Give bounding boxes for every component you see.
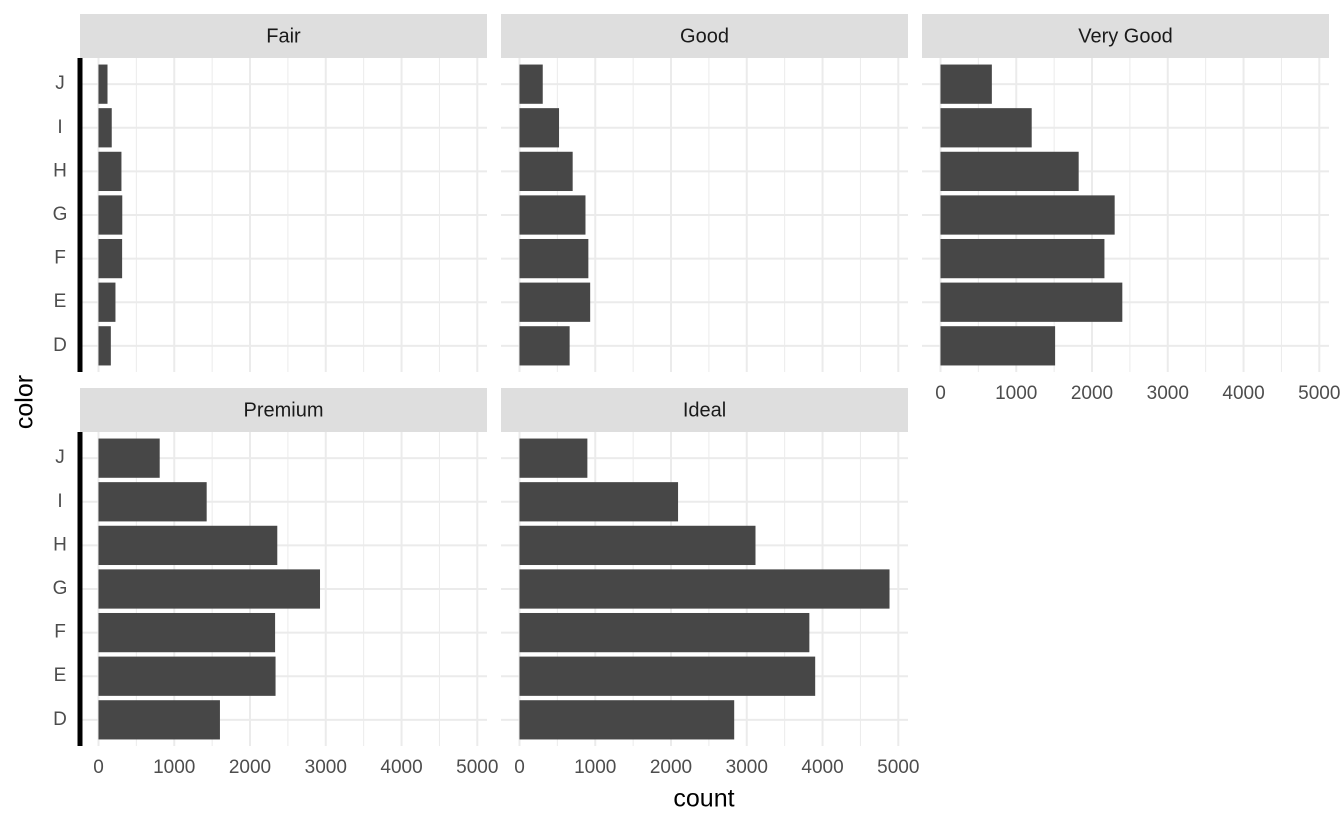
x-tick-label: 4000: [380, 757, 422, 778]
bar: [98, 195, 123, 235]
y-tick-label: I: [57, 491, 62, 512]
bar: [98, 656, 276, 696]
y-tick-label: F: [54, 622, 66, 643]
bar: [519, 108, 560, 148]
bar: [98, 326, 111, 366]
bar: [940, 282, 1123, 322]
y-tick-label: J: [55, 73, 65, 94]
bar: [519, 569, 890, 609]
bar: [98, 700, 220, 740]
bar: [940, 326, 1056, 366]
x-tick-label: 4000: [1222, 383, 1264, 404]
strip: [501, 388, 908, 432]
y-axis-title: color: [11, 375, 39, 429]
bar: [98, 438, 160, 478]
strip-label: Good: [680, 25, 729, 47]
strip: [80, 14, 487, 58]
x-tick-label: 0: [514, 757, 525, 778]
bar: [98, 108, 112, 148]
x-tick-label: 5000: [456, 757, 498, 778]
bar: [519, 700, 735, 740]
y-tick-label: I: [57, 117, 62, 138]
y-tick-label: H: [53, 160, 67, 181]
x-tick-label: 0: [935, 383, 946, 404]
y-tick-label: J: [55, 447, 65, 468]
bar: [98, 238, 123, 279]
x-tick-label: 4000: [801, 757, 843, 778]
bar: [98, 612, 276, 653]
bar: [940, 195, 1115, 235]
x-tick-label: 3000: [305, 757, 347, 778]
bar: [98, 64, 108, 104]
strip-label: Premium: [243, 399, 323, 421]
bar: [98, 282, 116, 322]
x-tick-label: 1000: [574, 757, 616, 778]
y-tick-label: E: [54, 665, 67, 686]
bar: [940, 151, 1079, 192]
x-tick-label: 2000: [1071, 383, 1113, 404]
bar: [519, 656, 816, 696]
x-tick-label: 1000: [995, 383, 1037, 404]
strip: [501, 14, 908, 58]
bar: [98, 525, 278, 566]
bar: [940, 238, 1105, 279]
strip: [922, 14, 1329, 58]
strip-label: Fair: [266, 25, 301, 47]
y-tick-label: D: [53, 709, 67, 730]
bar: [98, 569, 321, 609]
y-tick-label: D: [53, 335, 67, 356]
bar: [519, 482, 679, 522]
strip-label: Ideal: [683, 399, 726, 421]
bar: [98, 151, 122, 192]
x-tick-label: 0: [93, 757, 104, 778]
bar: [519, 612, 810, 653]
x-tick-label: 5000: [877, 757, 919, 778]
bar: [519, 151, 573, 192]
bar: [519, 238, 589, 279]
bar: [519, 282, 591, 322]
strip-label: Very Good: [1078, 25, 1173, 47]
x-tick-label: 2000: [229, 757, 271, 778]
y-tick-label: E: [54, 291, 67, 312]
bar: [940, 64, 992, 104]
bar: [519, 525, 756, 566]
bar: [940, 108, 1032, 148]
x-tick-label: 1000: [153, 757, 195, 778]
bar: [519, 64, 543, 104]
bar: [519, 438, 588, 478]
x-tick-label: 3000: [1147, 383, 1189, 404]
y-tick-label: H: [53, 534, 67, 555]
strip: [80, 388, 487, 432]
x-axis-title: count: [673, 785, 734, 813]
x-tick-label: 5000: [1298, 383, 1340, 404]
y-tick-label: F: [54, 248, 66, 269]
bar: [519, 326, 570, 366]
y-tick-label: G: [53, 204, 68, 225]
y-tick-label: G: [53, 578, 68, 599]
bar: [519, 195, 586, 235]
x-tick-label: 3000: [726, 757, 768, 778]
bar: [98, 482, 207, 522]
x-tick-label: 2000: [650, 757, 692, 778]
